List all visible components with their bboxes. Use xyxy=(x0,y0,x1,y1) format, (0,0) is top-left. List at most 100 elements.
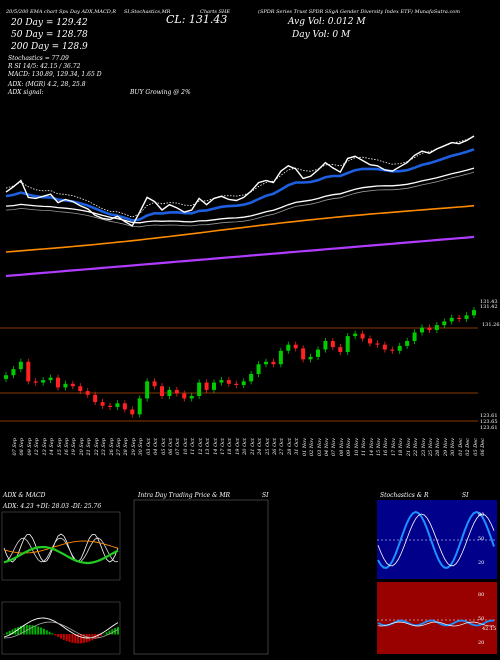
date-tick: 02 Nov xyxy=(309,438,316,457)
rsi-scale-20: 20 xyxy=(478,640,485,646)
date-tick: 25 Nov xyxy=(428,438,434,457)
date-tick: 15 Nov xyxy=(376,438,382,457)
date-tick: 19 Sep xyxy=(71,438,78,456)
price-label-5: 123.65 xyxy=(480,419,498,425)
avg-vol-label: Avg Vol: 0.012 M xyxy=(288,17,366,27)
date-tick: 07 Sep xyxy=(12,438,18,456)
candle-body xyxy=(241,381,246,385)
candle-body xyxy=(160,386,164,396)
price-label-3: 131.26 xyxy=(482,322,500,328)
date-tick: 04 Oct xyxy=(153,438,160,455)
candle-body xyxy=(115,403,120,407)
candle-body xyxy=(368,338,372,344)
ema-long-line xyxy=(5,235,475,278)
date-tick: 25 Oct xyxy=(264,438,271,455)
ema50-label: 50 Day = 128.78 xyxy=(11,30,88,40)
candle-body xyxy=(345,336,350,352)
date-tick: 24 Oct xyxy=(257,438,264,455)
candle-body xyxy=(457,317,462,319)
date-tick: 17 Oct xyxy=(220,438,226,455)
adx-label: ADX: (MGR) 4.2, 28, 25.8 xyxy=(8,81,86,88)
date-tick: 21 Sep xyxy=(86,438,93,456)
date-tick: 29 Nov xyxy=(442,438,449,457)
candle-body xyxy=(18,361,23,370)
date-tick: 22 Nov xyxy=(413,438,420,457)
date-tick: 28 Sep xyxy=(123,438,130,456)
date-tick: 15 Sep xyxy=(56,438,63,456)
candle-body xyxy=(472,310,476,316)
candle-body xyxy=(338,347,343,352)
candle-body xyxy=(41,380,46,383)
candle-body xyxy=(434,325,439,330)
stoch-scale-80: 80 xyxy=(478,512,485,518)
candle-body xyxy=(226,380,231,384)
date-tick: 06 Oct xyxy=(168,438,174,455)
intra-panel-si: SI xyxy=(262,492,269,499)
date-tick: 28 Nov xyxy=(435,438,442,457)
adx-signal-value: BUY Growing @ 2% xyxy=(130,89,191,96)
adx-signal-label: ADX signal: xyxy=(8,89,44,96)
date-tick: 22 Sep xyxy=(93,438,100,456)
date-tick: 08 Nov xyxy=(338,438,345,457)
date-tick: 01 Dec xyxy=(457,438,464,456)
date-tick: 09 Sep xyxy=(26,438,33,456)
candle-body xyxy=(375,343,380,345)
date-tick: 23 Nov xyxy=(420,438,427,457)
header-title-right: (SPDR Series Trust SPDR SSgA Gender Dive… xyxy=(258,9,460,15)
date-tick: 23 Sep xyxy=(101,438,108,456)
candle-body xyxy=(449,317,454,322)
candle-body xyxy=(219,380,224,383)
date-tick: 14 Oct xyxy=(212,438,219,455)
date-tick: 08 Sep xyxy=(19,438,26,456)
date-tick: 21 Nov xyxy=(405,438,412,457)
ema20-line xyxy=(5,148,475,222)
candle-body xyxy=(323,341,328,350)
date-tick: 20 Sep xyxy=(78,438,85,456)
stoch-panel-title: Stochastics & R xyxy=(380,492,429,499)
candle-body xyxy=(26,361,31,382)
date-tick: 20 Oct xyxy=(242,438,249,455)
candle-body xyxy=(330,341,335,348)
date-tick: 28 Oct xyxy=(286,438,293,455)
candle-body xyxy=(197,382,202,396)
candle-body xyxy=(182,393,187,399)
candle-body xyxy=(353,333,358,337)
adx-panel-values: ADX: 4.23 +DI: 28.03 -DI: 25.76 xyxy=(3,503,102,510)
day-vol-label: Day Vol: 0 M xyxy=(292,30,351,40)
price-label-2: 131.42 xyxy=(480,304,498,310)
candle-body xyxy=(70,383,75,387)
candle-body xyxy=(48,377,53,381)
header-title-charts: Charts SHE xyxy=(200,9,231,15)
candle-body xyxy=(427,327,432,330)
candle-body xyxy=(420,327,424,333)
candle-body xyxy=(271,361,276,365)
ema50-line xyxy=(5,167,475,224)
candle-body xyxy=(108,405,112,407)
rsi-scale-50: 50 xyxy=(478,616,485,622)
ema200-line xyxy=(5,204,475,253)
date-tick: 17 Nov xyxy=(390,438,397,457)
candle-body xyxy=(85,391,90,395)
date-tick: 16 Nov xyxy=(383,438,390,457)
header-title-mid: SI,Stochastics,MR xyxy=(124,9,171,15)
price-line xyxy=(5,135,475,227)
candle-body xyxy=(464,315,469,319)
price-label-1: 131.43 xyxy=(480,299,498,305)
candle-body xyxy=(122,403,127,410)
date-tick: 21 Oct xyxy=(249,438,256,455)
date-tick: 09 Nov xyxy=(346,438,353,457)
candle-body xyxy=(405,341,410,346)
candle-body xyxy=(286,344,291,351)
date-tick: 05 Oct xyxy=(160,438,167,455)
rsi-label: R SI 14/5: 42.15 / 36.72 xyxy=(8,63,81,70)
stoch-scale-20: 20 xyxy=(478,560,485,566)
date-tick: 05 Dec xyxy=(472,438,479,456)
ema20-label: 20 Day = 129.42 xyxy=(11,18,88,28)
stochastics-label: Stochastics = 77.09 xyxy=(8,55,69,62)
candle-body xyxy=(189,396,194,399)
date-tick: 13 Oct xyxy=(205,438,212,455)
candle-body xyxy=(390,349,395,351)
candle-body xyxy=(234,383,239,385)
candle-body xyxy=(264,361,268,365)
